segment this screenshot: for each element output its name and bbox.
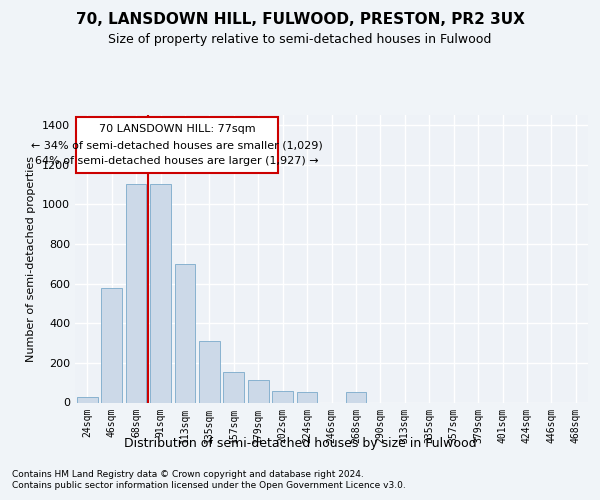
- Bar: [248, 380, 269, 402]
- Bar: [101, 288, 122, 403]
- Text: 70, LANSDOWN HILL, FULWOOD, PRESTON, PR2 3UX: 70, LANSDOWN HILL, FULWOOD, PRESTON, PR2…: [76, 12, 524, 28]
- Text: Contains public sector information licensed under the Open Government Licence v3: Contains public sector information licen…: [12, 481, 406, 490]
- Text: Size of property relative to semi-detached houses in Fulwood: Size of property relative to semi-detach…: [109, 32, 491, 46]
- Bar: [150, 184, 171, 402]
- Bar: [223, 372, 244, 402]
- Bar: [125, 184, 146, 402]
- Bar: [199, 341, 220, 402]
- Bar: [175, 264, 196, 402]
- Bar: [272, 390, 293, 402]
- Bar: [77, 396, 98, 402]
- Text: 64% of semi-detached houses are larger (1,927) →: 64% of semi-detached houses are larger (…: [35, 156, 319, 166]
- Text: Contains HM Land Registry data © Crown copyright and database right 2024.: Contains HM Land Registry data © Crown c…: [12, 470, 364, 479]
- Text: ← 34% of semi-detached houses are smaller (1,029): ← 34% of semi-detached houses are smalle…: [31, 140, 323, 150]
- Bar: [346, 392, 367, 402]
- Y-axis label: Number of semi-detached properties: Number of semi-detached properties: [26, 156, 37, 362]
- Text: 70 LANSDOWN HILL: 77sqm: 70 LANSDOWN HILL: 77sqm: [98, 124, 256, 134]
- FancyBboxPatch shape: [76, 117, 278, 173]
- Bar: [296, 392, 317, 402]
- Text: Distribution of semi-detached houses by size in Fulwood: Distribution of semi-detached houses by …: [124, 438, 476, 450]
